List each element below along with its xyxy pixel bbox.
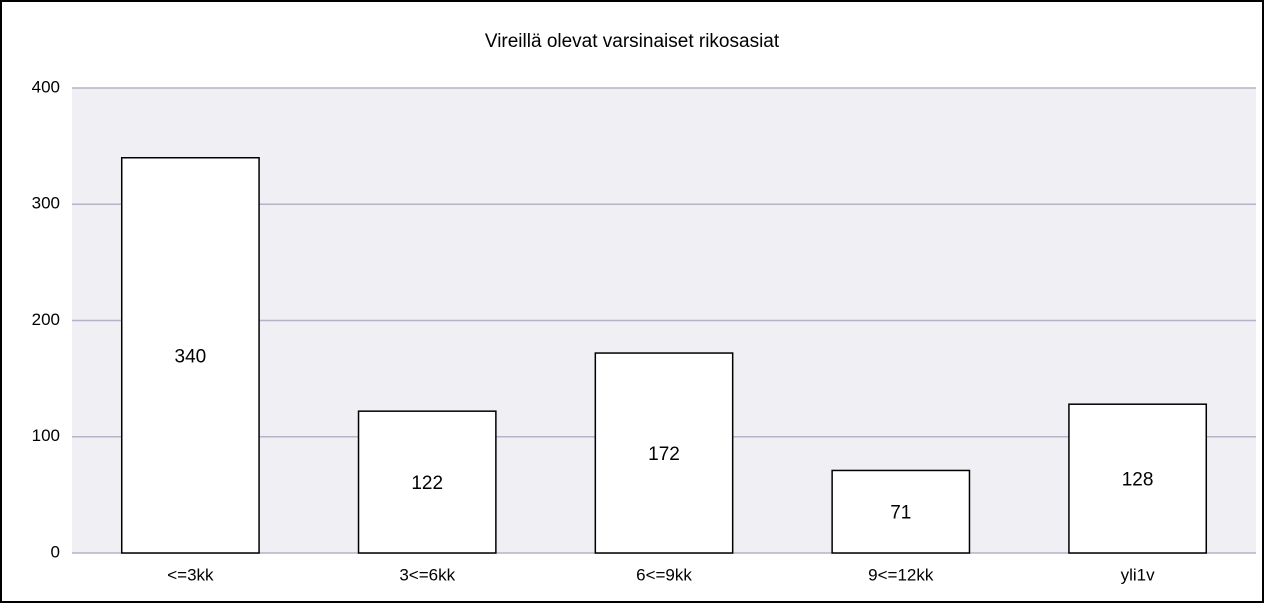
bar xyxy=(831,469,971,554)
y-tick-label: 100 xyxy=(32,426,60,445)
bar xyxy=(594,352,734,554)
x-tick-label: 3<=6kk xyxy=(399,565,455,584)
bar xyxy=(357,410,497,554)
x-tick-label: 9<=12kk xyxy=(868,565,934,584)
bar xyxy=(1068,403,1208,554)
data-label: 128 xyxy=(1122,470,1154,491)
bar xyxy=(120,157,260,554)
y-tick-label: 300 xyxy=(32,194,60,213)
x-tick-label: 6<=9kk xyxy=(636,565,692,584)
data-label: 122 xyxy=(411,473,443,494)
y-tick-label: 0 xyxy=(51,542,60,561)
y-tick-label: 200 xyxy=(32,310,60,329)
y-tick-label: 400 xyxy=(32,77,60,96)
x-tick-label: <=3kk xyxy=(167,565,214,584)
data-label: 172 xyxy=(648,444,680,465)
x-tick-label: yli1v xyxy=(1121,565,1156,584)
chart-title: Vireillä olevat varsinaiset rikosasiat xyxy=(485,31,780,52)
data-label: 71 xyxy=(890,503,911,524)
data-label: 340 xyxy=(175,346,207,367)
